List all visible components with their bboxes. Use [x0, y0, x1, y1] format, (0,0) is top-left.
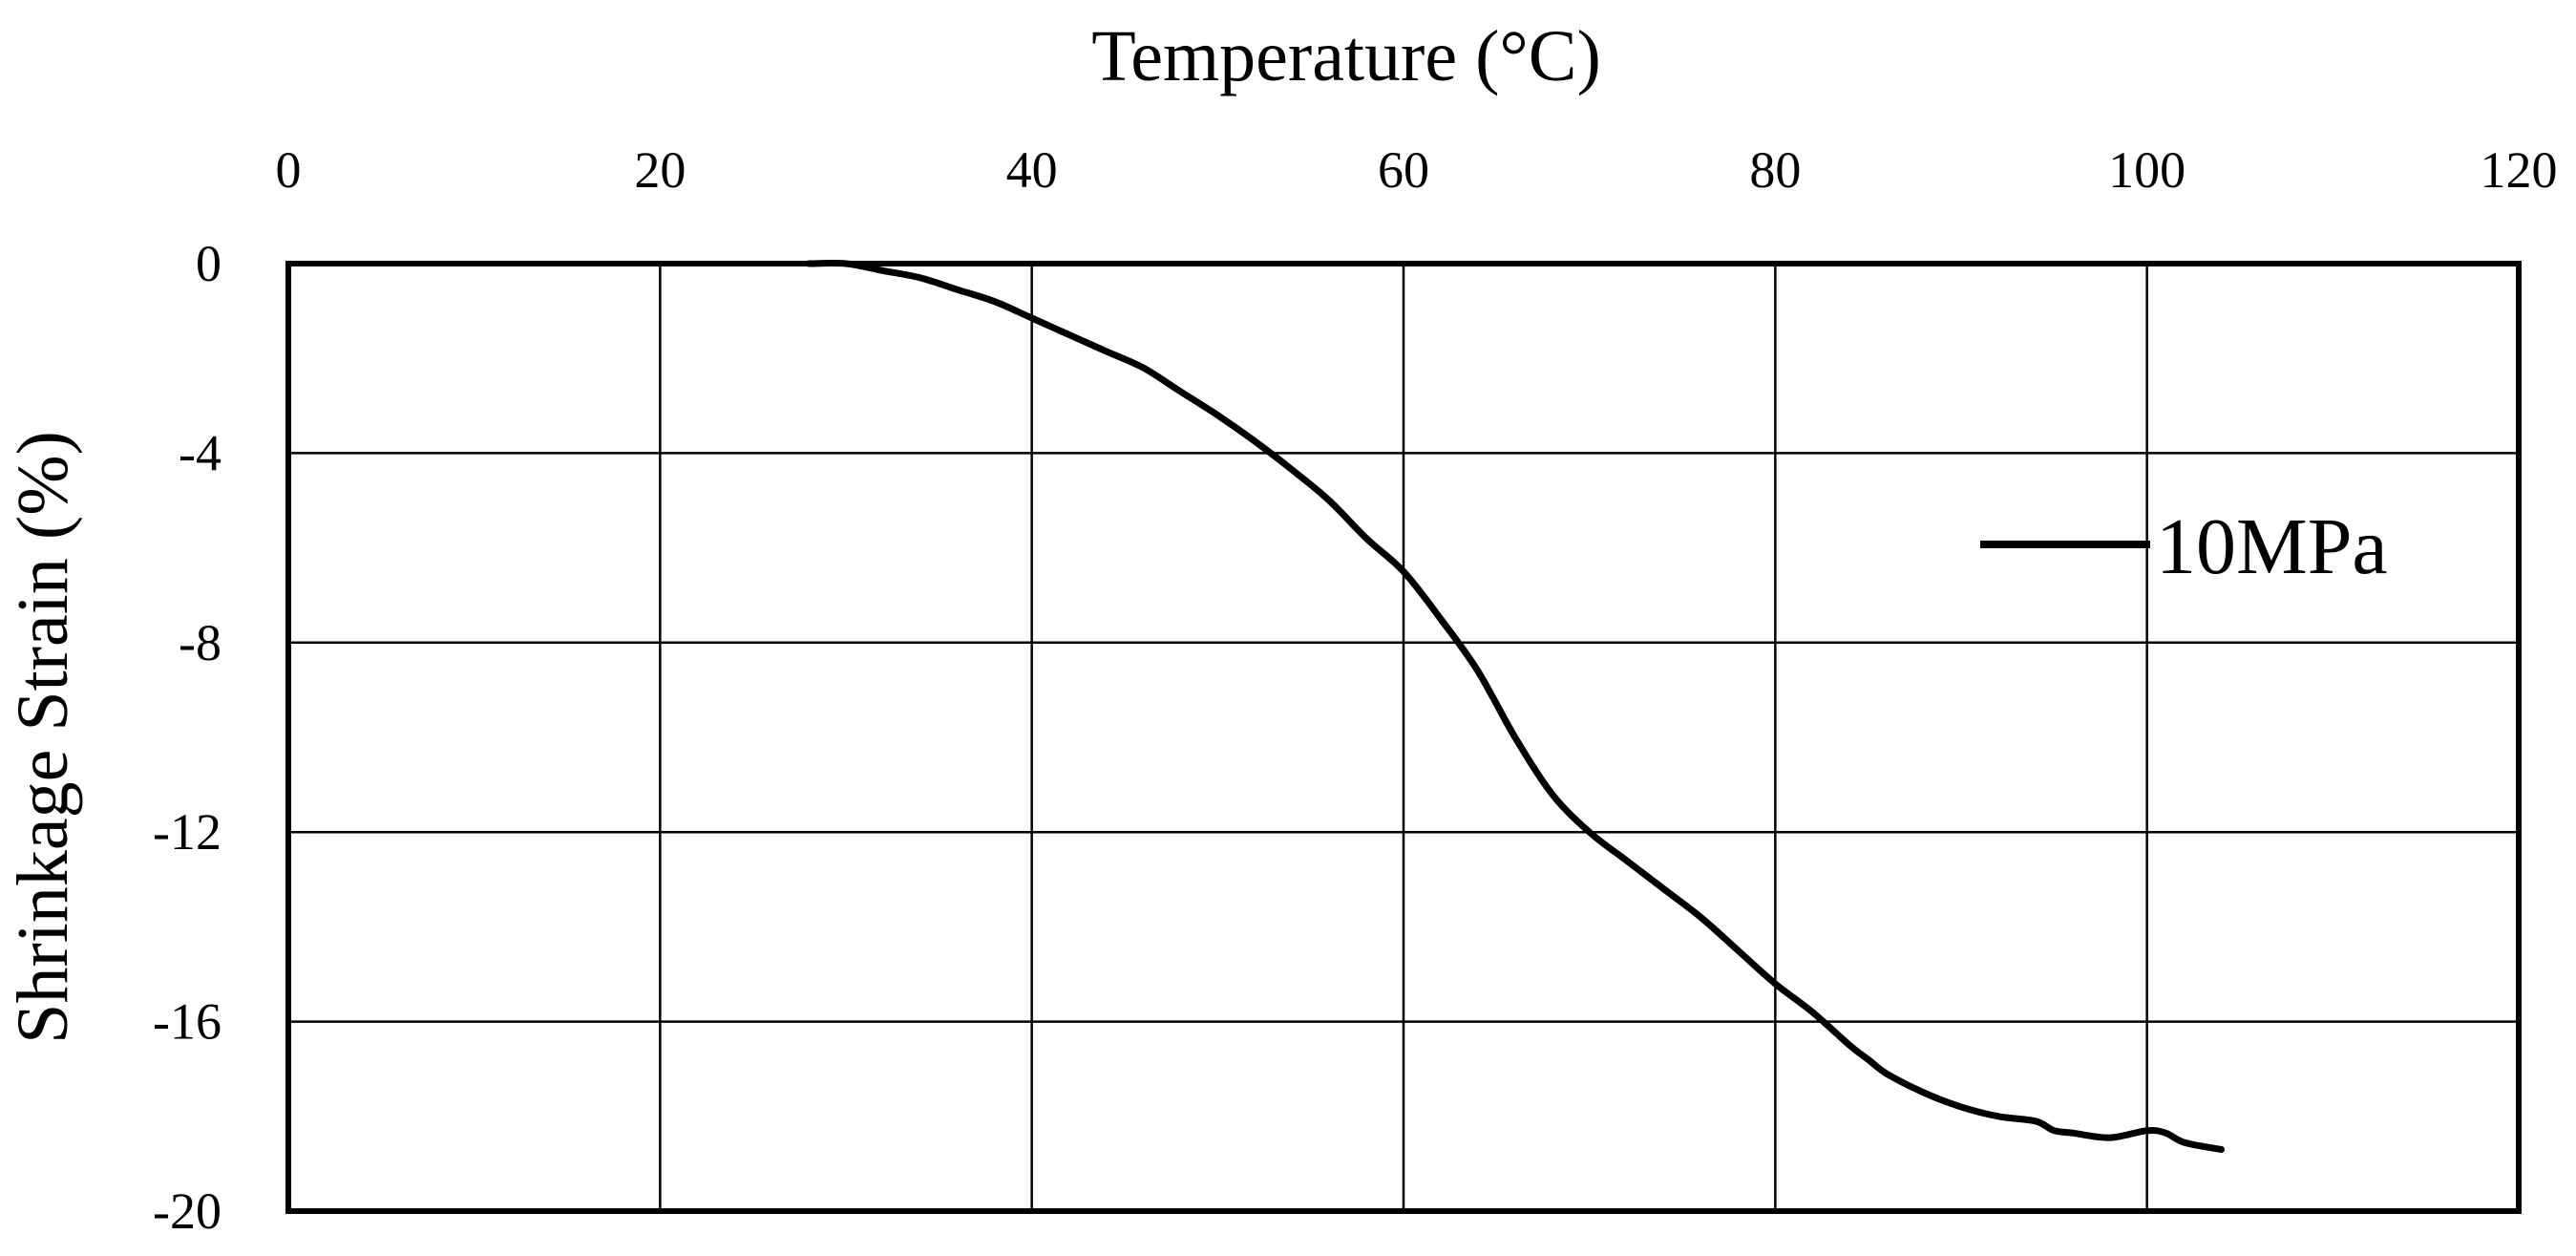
y-tick-label: -16 [153, 993, 222, 1051]
y-tick-label: -8 [179, 614, 222, 671]
y-axis-tick-labels: 0 -4 -8 -12 -16 -20 [153, 235, 222, 1240]
x-tick-label: 20 [634, 141, 686, 199]
x-tick-label: 120 [2481, 141, 2558, 199]
x-axis-tick-labels: 0 20 40 60 80 100 120 [276, 141, 2558, 199]
x-tick-label: 60 [1378, 141, 1429, 199]
legend-label-10mpa: 10MPa [2156, 502, 2388, 591]
grid-layer [288, 264, 2519, 1211]
y-axis-title: Shrinkage Strain (%) [3, 431, 83, 1044]
plot-area-frame [285, 261, 2522, 1214]
x-tick-label: 40 [1006, 141, 1058, 199]
x-axis-title: Temperature (°C) [1091, 16, 1601, 96]
y-tick-label: 0 [196, 235, 222, 292]
x-tick-label: 100 [2108, 141, 2185, 199]
series-line-10mpa [805, 259, 2225, 1153]
y-tick-label: -20 [153, 1182, 222, 1240]
y-tick-label: -12 [153, 803, 222, 861]
x-tick-label: 0 [276, 141, 302, 199]
legend: 10MPa [1980, 502, 2388, 591]
y-tick-label: -4 [179, 424, 222, 481]
series-layer [805, 259, 2225, 1153]
x-tick-label: 80 [1749, 141, 1801, 199]
